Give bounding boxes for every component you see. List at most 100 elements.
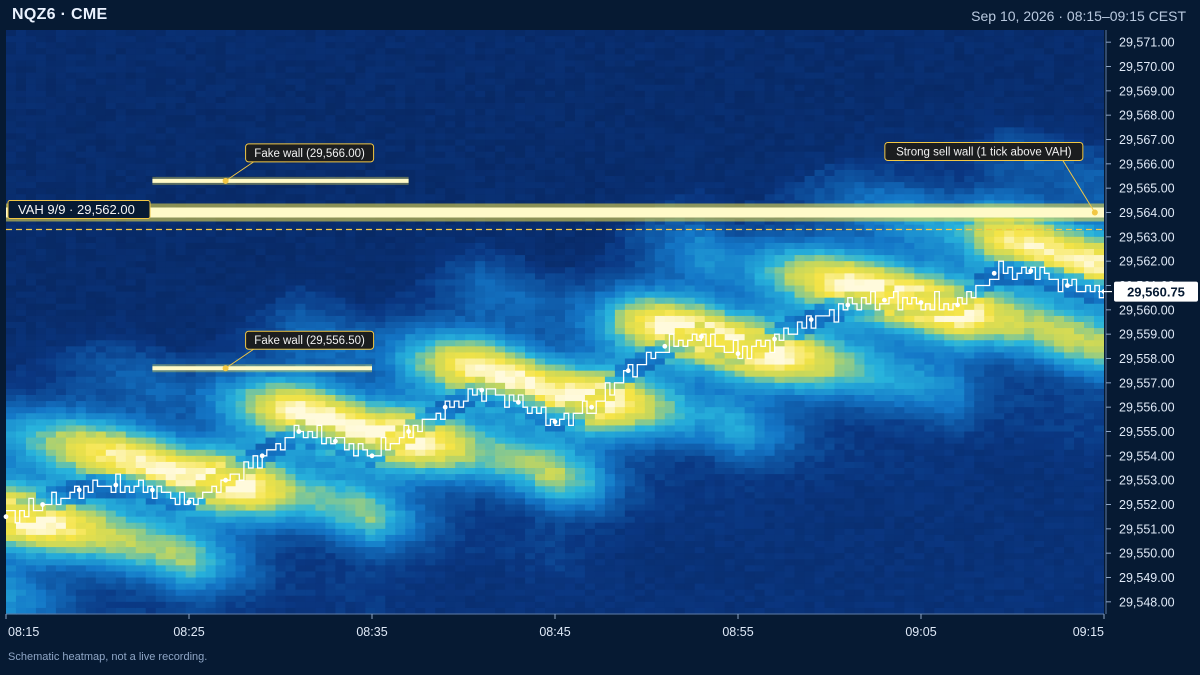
heat-cell xyxy=(175,109,187,116)
heat-cell xyxy=(475,157,486,165)
heat-cell xyxy=(465,48,476,55)
heat-cell xyxy=(375,96,386,104)
heat-cell xyxy=(345,279,356,287)
heat-cell xyxy=(175,419,187,427)
heat-cell xyxy=(315,425,327,433)
heat-cell xyxy=(155,78,167,86)
heat-cell xyxy=(75,583,87,591)
heat-cell xyxy=(505,96,516,104)
heat-cell xyxy=(255,382,267,390)
heat-cell xyxy=(465,486,476,493)
heat-cell xyxy=(275,127,287,135)
heat-cell xyxy=(215,376,227,384)
heat-cell xyxy=(385,169,396,177)
heat-cell xyxy=(355,182,366,189)
heat-cell xyxy=(325,474,336,481)
heat-cell xyxy=(305,504,317,512)
heat-cell xyxy=(415,72,426,80)
heat-cell xyxy=(475,163,486,171)
heat-cell xyxy=(95,218,107,226)
heat-cell xyxy=(315,194,327,201)
heat-cell xyxy=(305,431,317,439)
heat-cell xyxy=(395,413,406,420)
heat-cell xyxy=(285,486,297,493)
heat-cell xyxy=(375,583,386,591)
heat-cell xyxy=(515,468,526,475)
heat-cell xyxy=(105,419,117,427)
heat-cell xyxy=(155,249,167,256)
heat-cell xyxy=(75,449,87,457)
heat-cell xyxy=(175,376,187,384)
heat-cell xyxy=(505,66,516,74)
heat-cell xyxy=(275,66,287,74)
heat-cell xyxy=(35,96,47,104)
heat-cell xyxy=(155,340,167,347)
heat-cell xyxy=(455,78,466,86)
heat-cell xyxy=(15,583,27,591)
heat-cell xyxy=(235,249,247,256)
heat-cell xyxy=(415,188,426,195)
heat-cell xyxy=(415,589,426,597)
heat-cell xyxy=(195,169,207,177)
heat-cell xyxy=(85,267,97,274)
heat-cell xyxy=(205,182,217,189)
heat-cell xyxy=(25,36,37,43)
heat-cell xyxy=(385,601,396,609)
heat-cell xyxy=(105,90,117,98)
heat-cell xyxy=(375,376,386,384)
heat-cell xyxy=(285,419,297,427)
heat-cell xyxy=(325,218,336,226)
heat-cell xyxy=(115,224,127,232)
heat-cell xyxy=(245,486,257,493)
heat-cell xyxy=(385,133,396,141)
heat-cell xyxy=(175,395,187,402)
heat-cell xyxy=(395,395,406,402)
heat-cell xyxy=(205,388,217,396)
heat-cell xyxy=(325,577,336,585)
heat-cell xyxy=(55,401,67,408)
heat-cell xyxy=(305,401,317,408)
heat-cell xyxy=(85,334,97,341)
heat-cell xyxy=(505,559,516,566)
heat-cell xyxy=(55,145,67,153)
heat-cell xyxy=(215,407,227,414)
heat-cell xyxy=(335,224,346,232)
heat-cell xyxy=(515,498,526,506)
heat-cell xyxy=(55,169,67,177)
heat-cell xyxy=(135,431,147,439)
heat-cell xyxy=(445,42,456,49)
heat-cell xyxy=(195,78,207,86)
heat-cell xyxy=(45,358,57,366)
heat-cell xyxy=(235,30,247,37)
heat-cell xyxy=(175,553,187,560)
heat-cell xyxy=(275,541,287,548)
heat-cell xyxy=(35,510,47,518)
heat-cell xyxy=(185,36,197,43)
heat-cell xyxy=(245,449,257,457)
heat-cell xyxy=(45,273,57,281)
heat-cell xyxy=(85,36,97,43)
heat-cell xyxy=(225,352,237,360)
heat-cell xyxy=(155,492,167,500)
heat-cell xyxy=(195,121,207,128)
heat-cell xyxy=(15,157,27,165)
heat-cell xyxy=(215,468,227,475)
heat-cell xyxy=(135,109,147,116)
heat-cell xyxy=(35,72,47,80)
heat-cell xyxy=(445,413,456,420)
heat-cell xyxy=(25,66,37,74)
heat-cell xyxy=(195,188,207,195)
heat-cell xyxy=(375,115,386,122)
heat-cell xyxy=(445,376,456,384)
heat-cell xyxy=(285,242,297,250)
heat-cell xyxy=(125,468,137,475)
heat-cell xyxy=(325,224,336,232)
heat-cell xyxy=(265,267,277,274)
heat-cell xyxy=(6,133,17,141)
heat-cell xyxy=(475,455,486,463)
heat-cell xyxy=(505,328,516,335)
heat-cell xyxy=(125,151,137,159)
heat-cell xyxy=(435,230,446,238)
heat-cell xyxy=(115,322,127,329)
heat-cell xyxy=(225,480,237,487)
